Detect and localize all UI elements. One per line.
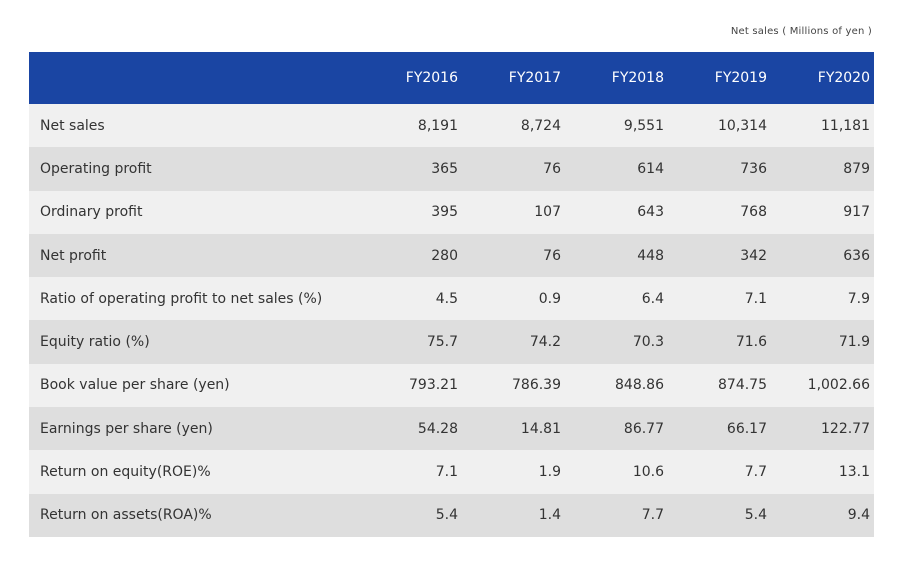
value-cell: 879 [843, 160, 870, 177]
value-cell: 7.1 [435, 464, 458, 481]
value-cell: 71.6 [735, 334, 767, 351]
value-cell: 122.77 [821, 420, 870, 437]
table-row: Book value per share (yen) 793.21 786.39 84… [29, 363, 874, 408]
value-cell: 786.39 [512, 377, 561, 394]
value-cell: 0.9 [538, 290, 561, 307]
row-label: Ordinary profit [40, 204, 143, 221]
value-cell: 736 [740, 160, 767, 177]
value-cell: 71.9 [838, 334, 870, 351]
value-cell: 76 [543, 160, 561, 177]
value-cell: 636 [843, 247, 870, 264]
value-cell: 768 [740, 204, 767, 221]
header-year-cell: FY2019 [714, 70, 767, 86]
row-label: Return on assets(ROA)% [40, 507, 212, 524]
value-cell: 9.4 [847, 507, 870, 524]
table-row: Equity ratio (%) 75.7 74.2 70.3 71.6 71.9 [29, 320, 874, 364]
value-cell: 614 [637, 160, 664, 177]
value-cell: 7.7 [641, 507, 664, 524]
table-row: Operating profit 365 76 614 736 879 [29, 147, 874, 191]
value-cell: 86.77 [623, 420, 664, 437]
value-cell: 7.7 [744, 464, 767, 481]
row-label: Return on equity(ROE)% [40, 464, 211, 481]
value-cell: 10.6 [632, 464, 664, 481]
value-cell: 848.86 [615, 377, 664, 394]
row-label: Net profit [40, 247, 107, 264]
value-cell: 7.9 [847, 290, 870, 307]
value-cell: 6.4 [641, 290, 664, 307]
header-year-cell: FY2018 [611, 70, 664, 86]
row-label: Equity ratio (%) [40, 334, 150, 351]
header-year-cell: FY2020 [817, 70, 870, 86]
value-cell: 75.7 [426, 334, 458, 351]
value-cell: 10,314 [718, 117, 767, 134]
value-cell: 74.2 [529, 334, 561, 351]
value-cell: 4.5 [435, 290, 458, 307]
value-cell: 54.28 [417, 420, 458, 437]
value-cell: 107 [534, 204, 561, 221]
row-label: Earnings per share (yen) [40, 420, 213, 437]
value-cell: 280 [431, 247, 458, 264]
row-label: Operating profit [40, 160, 152, 177]
table-header-row: FY2016 FY2017 FY2018 FY2019 FY2020 [29, 52, 874, 104]
value-cell: 5.4 [744, 507, 767, 524]
row-label: Book value per share (yen) [40, 377, 230, 394]
value-cell: 11,181 [821, 117, 870, 134]
value-cell: 5.4 [435, 507, 458, 524]
header-label-cell [29, 52, 359, 104]
value-cell: 1,002.66 [807, 377, 870, 394]
table-row: Net profit 280 76 448 342 636 [29, 233, 874, 278]
value-cell: 874.75 [718, 377, 767, 394]
value-cell: 643 [637, 204, 664, 221]
value-cell: 1.9 [538, 464, 561, 481]
financial-summary-table: FY2016 FY2017 FY2018 FY2019 FY2020 Net s… [29, 52, 874, 537]
value-cell: 70.3 [632, 334, 664, 351]
value-cell: 66.17 [726, 420, 767, 437]
table-row: Earnings per share (yen) 54.28 14.81 86.77 6… [29, 407, 874, 451]
row-label: Net sales [40, 117, 105, 134]
header-year-cell: FY2017 [508, 70, 561, 86]
value-cell: 8,191 [417, 117, 458, 134]
value-cell: 365 [431, 160, 458, 177]
header-year-cell: FY2016 [405, 70, 458, 86]
value-cell: 9,551 [623, 117, 664, 134]
row-label: Ratio of operating profit to net sales (… [40, 290, 323, 307]
value-cell: 14.81 [520, 420, 561, 437]
table-row: Ordinary profit 395 107 643 768 917 [29, 190, 874, 234]
value-cell: 793.21 [409, 377, 458, 394]
value-cell: 13.1 [838, 464, 870, 481]
table-row: Ratio of operating profit to net sales (… [29, 277, 874, 321]
value-cell: 1.4 [538, 507, 561, 524]
value-cell: 7.1 [744, 290, 767, 307]
value-cell: 448 [637, 247, 664, 264]
value-cell: 76 [543, 247, 561, 264]
unit-note: Net sales ( Millions of yen ) [730, 26, 872, 37]
table-row: Net sales 8,191 8,724 9,551 10,314 11,181 [29, 104, 874, 148]
value-cell: 342 [740, 247, 767, 264]
value-cell: 8,724 [520, 117, 561, 134]
table-row: Return on assets(ROA)% 5.4 1.4 7.7 5.4 9.4 [29, 493, 874, 537]
value-cell: 917 [843, 204, 870, 221]
value-cell: 395 [431, 204, 458, 221]
table-row: Return on equity(ROE)% 7.1 1.9 10.6 7.7 13.1 [29, 450, 874, 494]
